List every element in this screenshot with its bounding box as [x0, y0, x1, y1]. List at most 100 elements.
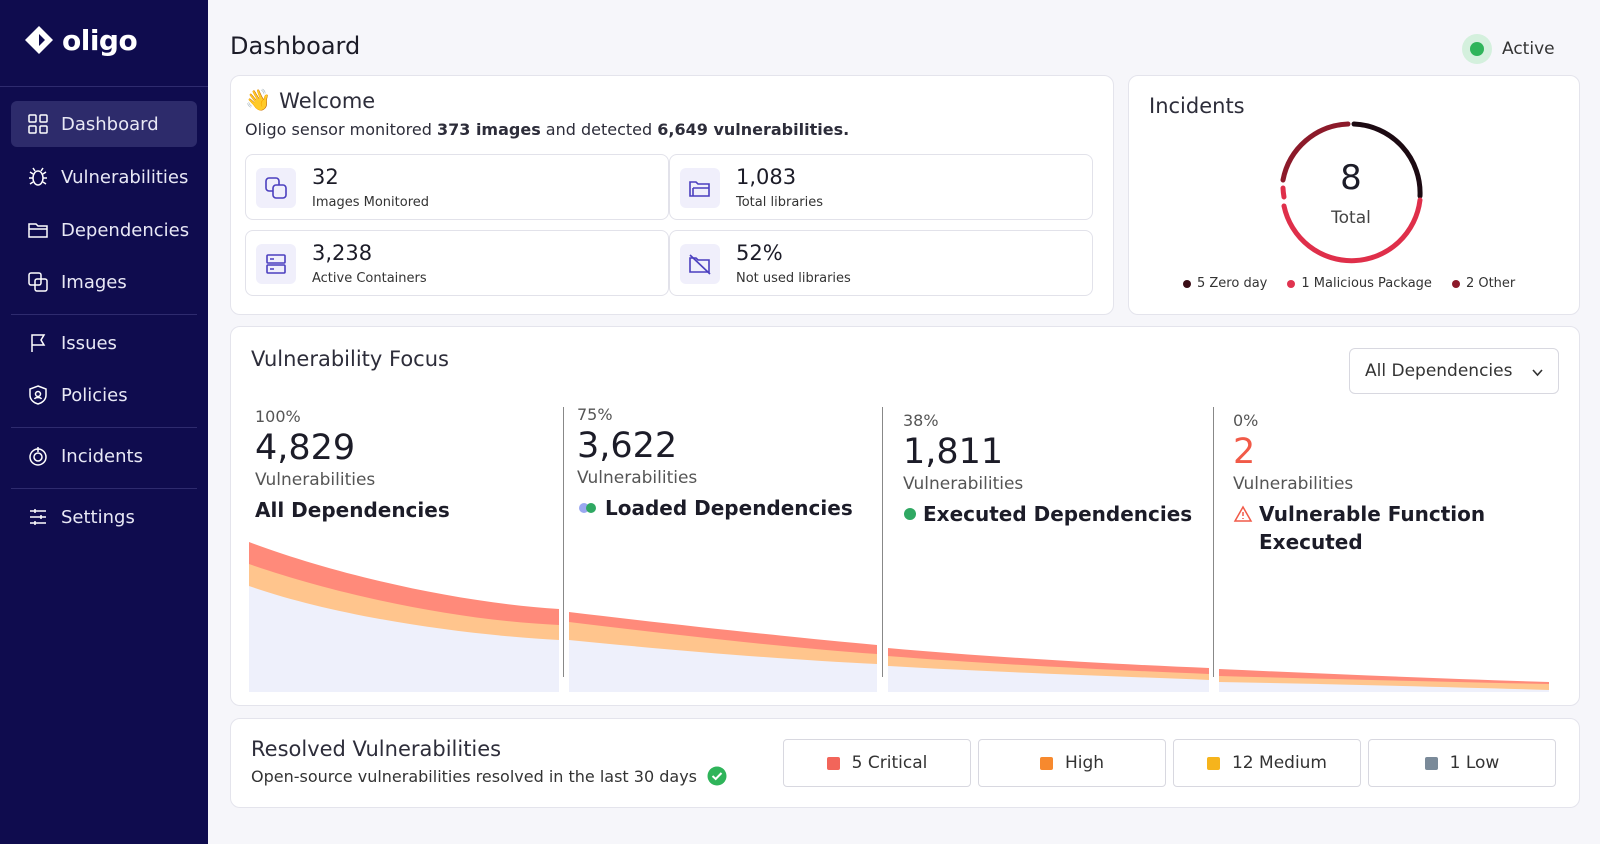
sidebar-item-settings[interactable]: Settings	[11, 494, 197, 540]
column-value: 3,622	[577, 426, 678, 466]
welcome-title: 👋 Welcome	[245, 88, 375, 113]
legend-item-malicious-package: 1 Malicious Package	[1287, 276, 1432, 291]
medium-swatch-icon	[1206, 756, 1220, 770]
sidebar-divider	[11, 427, 197, 428]
column-divider	[1213, 407, 1214, 677]
sidebar-item-vulnerabilities[interactable]: Vulnerabilities	[11, 154, 197, 200]
sliders-icon	[30, 509, 46, 525]
column-value: 2	[1233, 432, 1256, 472]
donut-segment-zero-day	[1351, 121, 1423, 199]
incidents-card[interactable]: Incidents 8 Total 5 Zero day 1 Malicious…	[1128, 75, 1580, 315]
severity-label: High	[1064, 753, 1105, 773]
sidebar-item-label: Incidents	[61, 445, 143, 467]
warning-icon	[1233, 505, 1253, 522]
stat-label: Images Monitored	[312, 195, 429, 210]
resolved-title: Resolved Vulnerabilities	[251, 737, 502, 761]
page-title: Dashboard	[230, 32, 361, 60]
welcome-heading: Welcome	[279, 88, 376, 113]
legend-label: 2 Other	[1465, 276, 1516, 291]
severity-high-button[interactable]: High	[978, 739, 1166, 787]
stat-not-used-libraries[interactable]: 52% Not used libraries	[669, 230, 1093, 296]
sidebar-item-label: Policies	[61, 384, 128, 406]
sidebar: oligo Dashboard Vulnerabilities Dependen…	[0, 0, 208, 844]
severity-critical-button[interactable]: 5 Critical	[783, 739, 971, 787]
sidebar-divider	[11, 314, 197, 315]
folder-off-icon	[680, 244, 720, 284]
focus-title: Vulnerability Focus	[251, 347, 449, 371]
images-count: 373 images	[436, 120, 541, 139]
logo[interactable]: oligo	[24, 22, 138, 58]
vulnerability-funnel-chart	[249, 542, 1549, 692]
sidebar-item-label: Dashboard	[61, 113, 159, 135]
sidebar-divider	[0, 86, 208, 87]
sidebar-item-issues[interactable]: Issues	[11, 320, 197, 366]
column-name-wrap: Loaded Dependencies	[577, 494, 853, 522]
focus-column-vulnerable-function[interactable]: 0% 2 Vulnerabilities Vulnerable Function…	[1233, 411, 1493, 556]
sidebar-item-label: Vulnerabilities	[61, 166, 189, 188]
stat-label: Not used libraries	[736, 271, 851, 286]
folders-icon	[680, 168, 720, 208]
focus-column-executed[interactable]: 38% 1,811 Vulnerabilities Executed Depen…	[903, 411, 1192, 528]
dependencies-filter-dropdown[interactable]: All Dependencies	[1349, 348, 1559, 394]
column-subtitle: Vulnerabilities	[1233, 474, 1354, 494]
column-value: 1,811	[903, 432, 1004, 472]
logo-text: oligo	[62, 23, 138, 57]
vulnerability-focus-card: Vulnerability Focus All Dependencies 100…	[230, 326, 1580, 706]
sidebar-item-policies[interactable]: Policies	[11, 372, 197, 418]
column-name-wrap: Executed Dependencies	[903, 500, 1192, 528]
check-circle-icon	[707, 766, 727, 786]
sidebar-item-label: Dependencies	[61, 219, 190, 241]
status-dot-icon	[1462, 34, 1492, 64]
resolved-subtitle-row: Open-source vulnerabilities resolved in …	[251, 766, 727, 786]
target-icon	[29, 447, 47, 466]
column-name: Loaded Dependencies	[605, 496, 853, 520]
sidebar-item-label: Issues	[61, 332, 117, 354]
high-swatch-icon	[1039, 756, 1053, 770]
status-label: Active	[1502, 39, 1555, 59]
summary-text: and detected	[540, 120, 658, 139]
sidebar-item-label: Settings	[61, 506, 135, 528]
critical-swatch-icon	[826, 756, 840, 770]
incidents-legend: 5 Zero day 1 Malicious Package 2 Other	[1183, 276, 1515, 291]
dropdown-value: All Dependencies	[1365, 361, 1513, 381]
incidents-donut-chart	[1280, 121, 1423, 264]
stat-label: Total libraries	[736, 195, 824, 210]
column-name-wrap: Vulnerable Function Executed	[1233, 500, 1493, 556]
column-name: Executed Dependencies	[923, 502, 1193, 526]
sidebar-item-dashboard[interactable]: Dashboard	[11, 101, 197, 147]
focus-column-all[interactable]: 100% 4,829 Vulnerabilities All Dependenc…	[255, 407, 450, 524]
sidebar-item-dependencies[interactable]: Dependencies	[11, 207, 197, 253]
oligo-logo-icon	[25, 26, 53, 54]
vulnerabilities-count: 6,649 vulnerabilities.	[657, 120, 850, 139]
executed-dot-icon	[904, 508, 916, 520]
sidebar-item-images[interactable]: Images	[11, 259, 197, 305]
stat-value: 3,238	[312, 241, 373, 265]
copy-icon	[28, 272, 48, 292]
column-name: All Dependencies	[255, 498, 450, 522]
column-name: Vulnerable Function Executed	[1259, 502, 1486, 554]
stat-active-containers[interactable]: 3,238 Active Containers	[245, 230, 669, 296]
summary-text: Oligo sensor monitored	[245, 120, 437, 139]
column-divider	[563, 407, 564, 677]
column-percent: 38%	[903, 411, 939, 430]
folder-icon	[28, 223, 48, 238]
shield-icon	[29, 385, 47, 405]
funnel-area-base	[249, 586, 559, 692]
stat-images-monitored[interactable]: 32 Images Monitored	[245, 154, 669, 220]
copy-icon	[256, 168, 296, 208]
resolved-vulnerabilities-card: Resolved Vulnerabilities Open-source vul…	[230, 718, 1580, 808]
donut-segment-malicious	[1281, 197, 1423, 264]
stat-value: 52%	[736, 241, 783, 265]
incidents-total-label: Total	[1331, 208, 1371, 228]
severity-medium-button[interactable]: 12 Medium	[1173, 739, 1361, 787]
column-percent: 100%	[255, 407, 301, 426]
focus-column-loaded[interactable]: 75% 3,622 Vulnerabilities Loaded Depende…	[577, 405, 853, 522]
stat-value: 1,083	[736, 165, 797, 189]
incidents-title: Incidents	[1149, 94, 1245, 118]
column-subtitle: Vulnerabilities	[577, 468, 698, 488]
sidebar-item-incidents[interactable]: Incidents	[11, 433, 197, 479]
stat-total-libraries[interactable]: 1,083 Total libraries	[669, 154, 1093, 220]
bug-icon	[29, 167, 47, 186]
welcome-card: 👋 Welcome Oligo sensor monitored 373 ima…	[230, 75, 1114, 315]
severity-low-button[interactable]: 1 Low	[1368, 739, 1556, 787]
